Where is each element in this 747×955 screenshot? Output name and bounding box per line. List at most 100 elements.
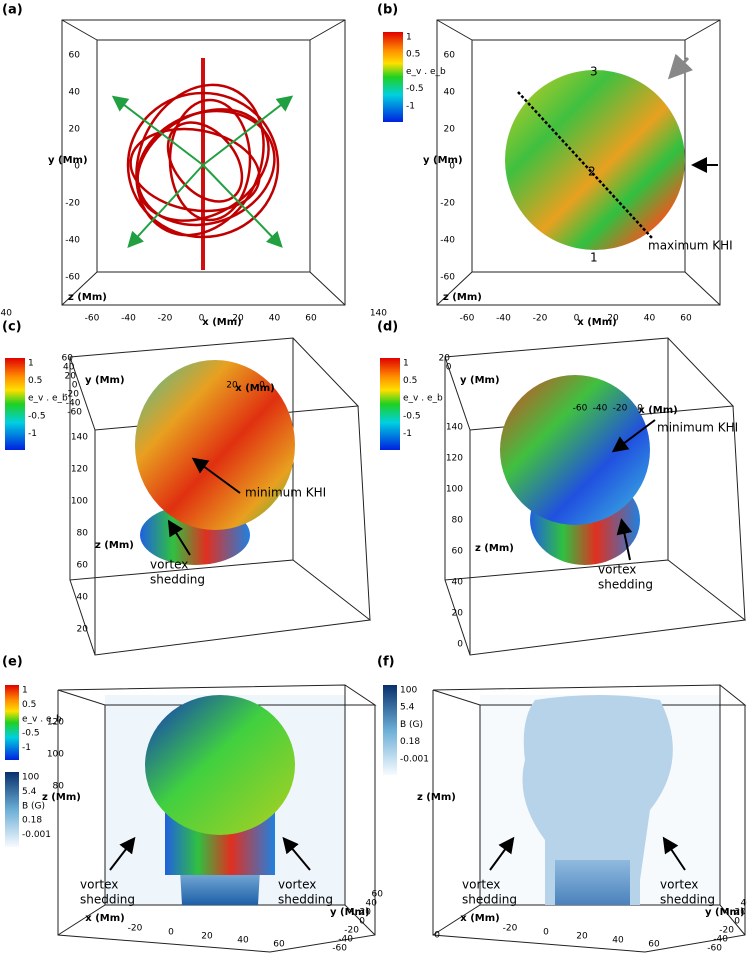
y-tick-label: -40	[713, 935, 728, 945]
colorbar-tick: -1	[403, 429, 412, 439]
x-axis-title: x (Mm)	[85, 913, 124, 924]
arrow	[667, 53, 694, 80]
y-tick-label: -20	[440, 199, 455, 209]
panel-label: (f)	[377, 655, 395, 670]
annotation: 2	[588, 165, 596, 179]
z-tick-label: 140	[446, 423, 463, 433]
y-tick-label: 20	[65, 372, 77, 382]
y-tick-label: 60	[62, 354, 74, 364]
x-tick-label: -40	[121, 314, 136, 324]
z-tick-label: 80	[77, 529, 89, 539]
x-axis-title: x (Mm)	[460, 913, 499, 924]
panel-d	[380, 337, 747, 656]
colorbar-title: e_v . e_b	[403, 394, 443, 404]
y-tick-label: 0	[74, 162, 80, 172]
colorbar-tick: 0.5	[22, 700, 36, 710]
colorbar-tick: 0.5	[406, 50, 420, 60]
colorbar-tick: -0.001	[400, 754, 429, 764]
x-tick-label: 20	[576, 932, 588, 942]
panel-label: (c)	[2, 320, 22, 335]
y-tick-label: 0	[449, 162, 455, 172]
z-tick-label: 120	[446, 454, 463, 464]
colorbar	[383, 32, 403, 122]
y-tick-label: 40	[444, 88, 456, 98]
x-axis-title: x (Mm)	[202, 317, 241, 328]
z-tick-label: 100	[71, 497, 88, 507]
x-tick-label: 20	[201, 932, 213, 942]
x-tick-label: -20	[128, 924, 143, 934]
x-tick-label: 60	[273, 940, 285, 950]
colorbar	[5, 685, 19, 760]
y-tick-label: -40	[440, 236, 455, 246]
colorbar-tick: 1	[406, 33, 412, 43]
colorbar-tick: 5.4	[400, 703, 415, 713]
annotation: vortex	[278, 878, 316, 892]
z-axis-title: z (Mm)	[68, 292, 107, 303]
z-tick-label: 20	[452, 609, 464, 619]
colorbar-tick: 0.5	[28, 376, 42, 386]
z-tick-label: 80	[452, 516, 464, 526]
x-tick-label: 60	[305, 314, 317, 324]
flux-rope-surface	[145, 695, 295, 835]
flux-rope-surface	[500, 375, 650, 525]
y-axis-title: y (Mm)	[48, 155, 88, 166]
colorbar-tick: 0.18	[400, 737, 420, 747]
z-tick-label: 120	[47, 718, 64, 728]
y-tick-label: 60	[372, 890, 384, 900]
colorbar-title: e_v . e_b	[28, 394, 68, 404]
panel-c	[5, 337, 372, 656]
colorbar-tick: -1	[22, 743, 31, 753]
z-tick-label: 120	[71, 465, 88, 475]
arrow	[191, 457, 241, 494]
panel-label: (e)	[2, 655, 23, 670]
z-tick-label: 140	[0, 309, 12, 319]
y-tick-label: 20	[69, 125, 81, 135]
box	[436, 19, 721, 306]
arrow	[109, 836, 136, 871]
colorbar-tick: -0.5	[28, 411, 46, 421]
colorbar-tick: -1	[28, 429, 37, 439]
z-tick-label: 0	[457, 640, 463, 650]
x-tick-label: 0	[543, 928, 549, 938]
x-tick-label: -20	[503, 924, 518, 934]
z-tick-label: 60	[452, 547, 464, 557]
x-tick-label: 0	[168, 928, 174, 938]
flow-arrows	[111, 95, 294, 248]
x-tick-label: 40	[237, 936, 249, 946]
x-tick-label: -40	[593, 404, 608, 414]
y-tick-label: 40	[63, 363, 75, 373]
z-axis-title: z (Mm)	[443, 292, 482, 303]
x-tick-label: -60	[573, 404, 588, 414]
box	[69, 337, 372, 656]
x-tick-label: 40	[269, 314, 281, 324]
y-tick-label: 20	[444, 125, 456, 135]
field-lines	[126, 83, 280, 239]
x-tick-label: -60	[460, 314, 475, 324]
x-tick-label: 40	[644, 314, 656, 324]
flux-rope-surface	[135, 360, 295, 530]
x-axis-title: x (Mm)	[577, 317, 616, 328]
y-tick-label: -40	[66, 399, 81, 409]
y-tick-label: 40	[366, 899, 378, 909]
colorbar-tick: -1	[406, 101, 415, 111]
annotation: minimum KHI	[245, 486, 326, 500]
z-tick-label: 100	[47, 750, 64, 760]
annotation: vortex	[80, 878, 118, 892]
z-tick-label: 60	[77, 561, 89, 571]
panel-e	[5, 684, 377, 953]
x-axis-title: x (Mm)	[638, 405, 677, 416]
y-tick-label: 60	[444, 51, 456, 61]
colorbar-title: e_v . e_b	[406, 67, 446, 77]
y-tick-label: -20	[719, 926, 734, 936]
panel-label: (b)	[377, 3, 398, 18]
y-tick-label: -60	[65, 273, 80, 283]
arrow	[489, 836, 515, 871]
annotation: shedding	[150, 573, 205, 587]
annotation: shedding	[80, 893, 135, 907]
colorbar-tick: 5.4	[22, 787, 37, 797]
y-tick-label: -60	[707, 944, 722, 954]
z-axis-title: z (Mm)	[475, 543, 514, 554]
y-tick-label: -20	[65, 199, 80, 209]
colorbar-tick: -0.001	[22, 830, 51, 840]
